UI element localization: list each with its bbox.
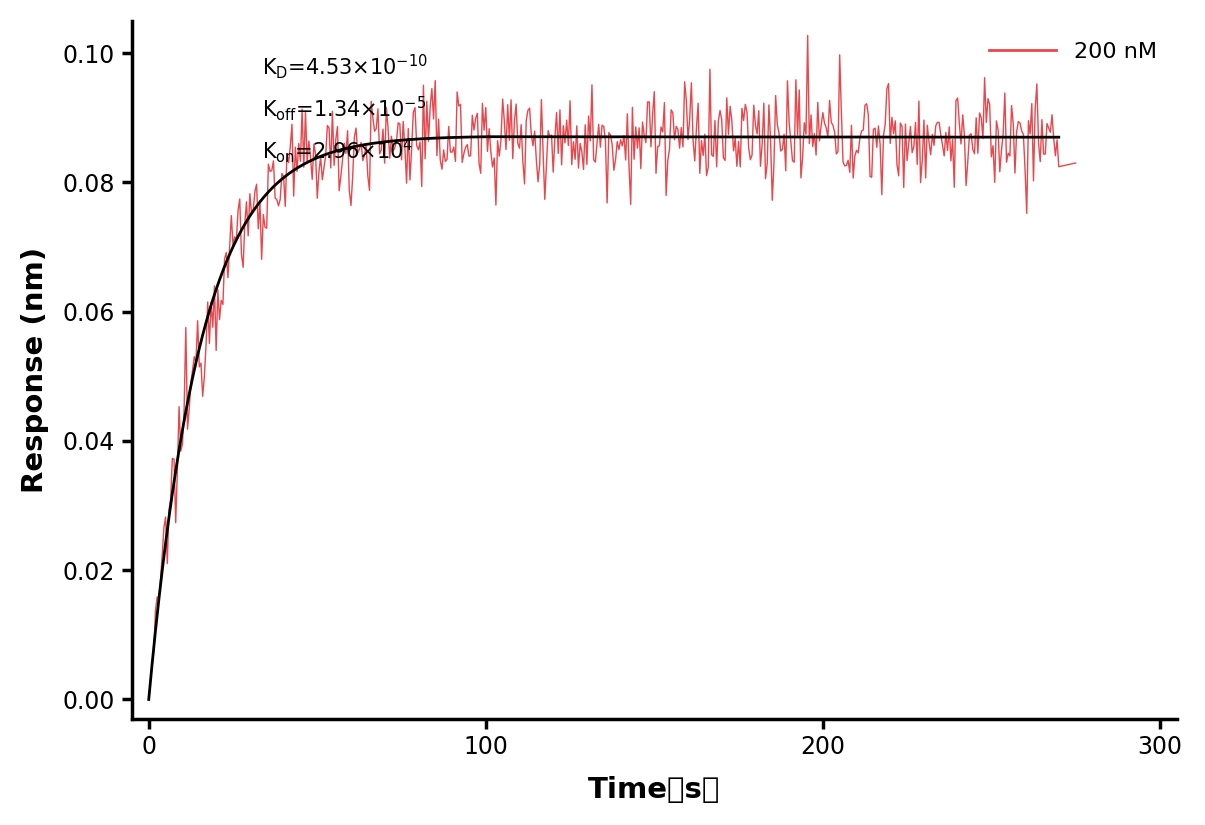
Text: K$_\mathrm{off}$=1.34×10$^{-5}$: K$_\mathrm{off}$=1.34×10$^{-5}$	[263, 94, 427, 123]
Text: K$_\mathrm{on}$=2.96×10$^{4}$: K$_\mathrm{on}$=2.96×10$^{4}$	[263, 136, 413, 165]
Y-axis label: Response (nm): Response (nm)	[20, 247, 49, 493]
Text: K$_\mathrm{D}$=4.53×10$^{-10}$: K$_\mathrm{D}$=4.53×10$^{-10}$	[263, 52, 429, 81]
Legend: 200 nM: 200 nM	[981, 32, 1165, 71]
X-axis label: Time（s）: Time（s）	[588, 776, 721, 804]
